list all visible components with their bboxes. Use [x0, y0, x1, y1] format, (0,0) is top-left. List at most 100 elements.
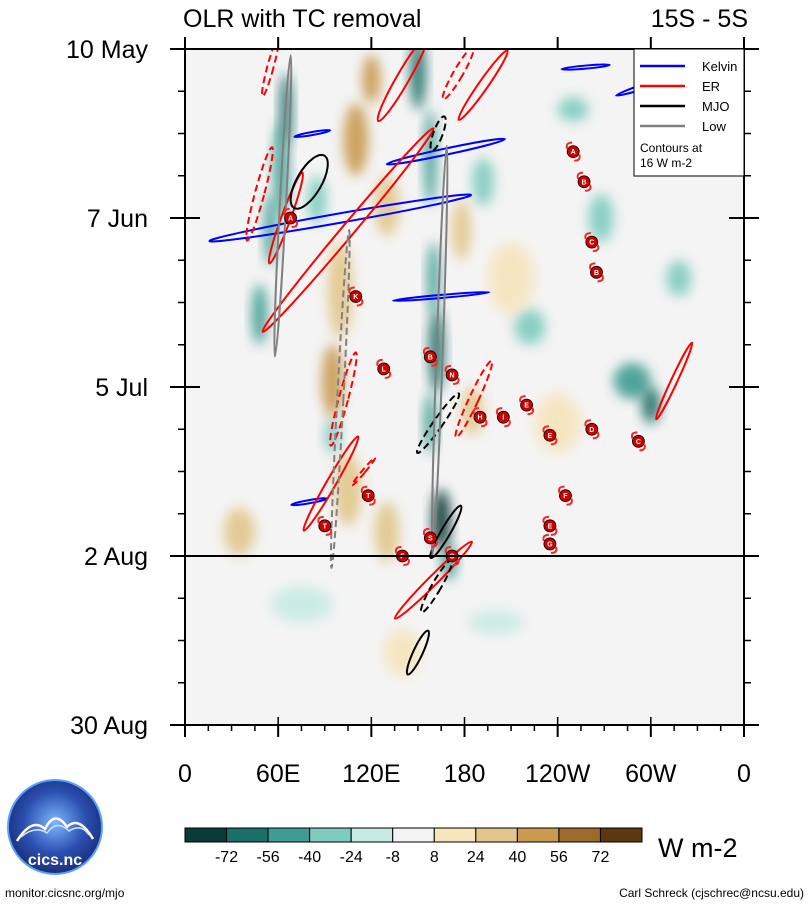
- tc-marker: B: [422, 346, 438, 367]
- er-contour: [393, 540, 473, 620]
- tc-label: B: [594, 270, 599, 277]
- tc-label: B: [582, 179, 587, 186]
- tc-marker: B: [589, 262, 604, 283]
- tc-marker: N: [444, 364, 460, 385]
- tc-label: C: [636, 439, 641, 446]
- colorbar-label: 72: [592, 849, 610, 866]
- tc-marker: F: [557, 485, 573, 506]
- legend-note-line1: Contours at: [640, 141, 703, 155]
- er-contour: [261, 49, 280, 98]
- tc-marker: C: [584, 232, 600, 253]
- x-tick-label: 0: [178, 760, 192, 788]
- colorbar-swatch: [184, 827, 228, 843]
- er-contour: [245, 146, 274, 242]
- chart-title: OLR with TC removal: [183, 5, 422, 33]
- y-tick-label: 30 Aug: [70, 712, 148, 740]
- tc-label: B: [428, 354, 433, 361]
- tc-label: E: [548, 523, 553, 530]
- tc-label: N: [450, 372, 455, 379]
- colorbar-label: -8: [386, 849, 400, 866]
- er-contour: [350, 456, 377, 487]
- anomaly-blob: [641, 387, 661, 424]
- tc-marker: T: [317, 515, 333, 536]
- anomaly-blob: [251, 284, 268, 345]
- tc-label: A: [571, 149, 576, 156]
- anomaly-blob: [410, 49, 426, 110]
- anomaly-blob: [264, 193, 277, 267]
- footer-website: monitor.cicsnc.org/mjo: [5, 886, 125, 900]
- colorbar-swatch: [475, 827, 518, 843]
- tc-marker: S: [422, 527, 438, 548]
- colorbar-label: 8: [430, 849, 439, 866]
- mjo-contour: [429, 115, 447, 152]
- y-tick-label: 5 Jul: [95, 374, 148, 402]
- tc-label: S: [428, 535, 433, 542]
- er-contour: [376, 49, 429, 123]
- tc-marker: G: [542, 533, 558, 554]
- mjo-contour: [289, 153, 329, 210]
- tc-marker: C: [630, 431, 646, 452]
- anomaly-blob: [487, 242, 535, 315]
- x-tick-label: 120W: [525, 760, 591, 788]
- colorbar-label: 40: [508, 849, 526, 866]
- tc-label: T: [366, 493, 371, 500]
- anomaly-blob: [613, 362, 651, 400]
- colorbar-swatch: [226, 827, 269, 843]
- anomaly-blob: [666, 260, 692, 297]
- anomaly-blob: [534, 393, 581, 454]
- kelvin-contour: [392, 290, 491, 302]
- colorbar-swatch: [392, 827, 435, 843]
- legend-kelvin-label: Kelvin: [702, 59, 737, 74]
- kelvin-contour: [293, 129, 332, 138]
- tc-label: G: [547, 541, 553, 548]
- legend-note-line2: 16 W m-2: [640, 156, 692, 170]
- colorbar-label: -72: [215, 849, 238, 866]
- colorbar-swatch: [433, 827, 477, 843]
- low-contour: [273, 54, 293, 358]
- cicsnc-logo: cics.nc: [7, 779, 103, 875]
- colorbar-label: -40: [298, 849, 321, 866]
- logo-text: cics.nc: [28, 852, 82, 869]
- er-contour: [302, 435, 360, 532]
- anomaly-blob: [452, 199, 471, 261]
- kelvin-contour: [560, 63, 611, 71]
- tropical-cyclone-markers: AKBLNHIETTSFOABCBEDCFEG: [283, 141, 646, 566]
- anomaly-blob: [223, 507, 255, 556]
- colorbar-swatch: [599, 827, 643, 843]
- colorbar-unit: W m-2: [658, 833, 737, 863]
- tc-marker: D: [584, 419, 600, 440]
- y-tick-label: 2 Aug: [84, 543, 148, 571]
- low-contour: [329, 229, 351, 569]
- colorbar: -72 -56 -40 -24 -8 8 24 40 56 72: [184, 827, 643, 866]
- tc-marker: A: [283, 208, 299, 228]
- x-tick-label: 60E: [256, 760, 300, 788]
- legend-mjo-label: MJO: [702, 99, 729, 114]
- y-tick-label: 7 Jun: [87, 205, 148, 233]
- anomaly-blob: [327, 242, 353, 339]
- tc-marker: B: [576, 171, 592, 192]
- legend: Kelvin ER MJO Low Contours at 16 W m-2: [633, 48, 745, 177]
- tc-label: F: [563, 493, 568, 500]
- tc-label: E: [524, 403, 529, 410]
- colorbar-swatch: [516, 827, 560, 843]
- colorbar-label: -56: [257, 849, 280, 866]
- x-tick-label: 60W: [625, 760, 677, 788]
- anomaly-blob: [374, 501, 400, 563]
- colorbar-swatch: [309, 827, 352, 843]
- footer-credit: Carl Schreck (cjschrec@ncsu.edu): [619, 886, 804, 900]
- anomaly-blob: [334, 453, 363, 526]
- chart-subtitle: 15S - 5S: [651, 5, 748, 33]
- er-contour: [655, 341, 694, 421]
- anomaly-blob: [467, 610, 524, 635]
- tc-marker: E: [542, 425, 558, 446]
- tc-label: T: [323, 523, 328, 530]
- legend-low-label: Low: [702, 119, 726, 134]
- x-tick-label: 180: [444, 760, 486, 788]
- tc-label: K: [353, 294, 358, 301]
- kelvin-contour: [208, 193, 473, 243]
- mjo-contour: [405, 629, 430, 676]
- colorbar-label: 56: [550, 849, 568, 866]
- er-contour: [441, 49, 475, 101]
- tc-marker: A: [565, 141, 581, 162]
